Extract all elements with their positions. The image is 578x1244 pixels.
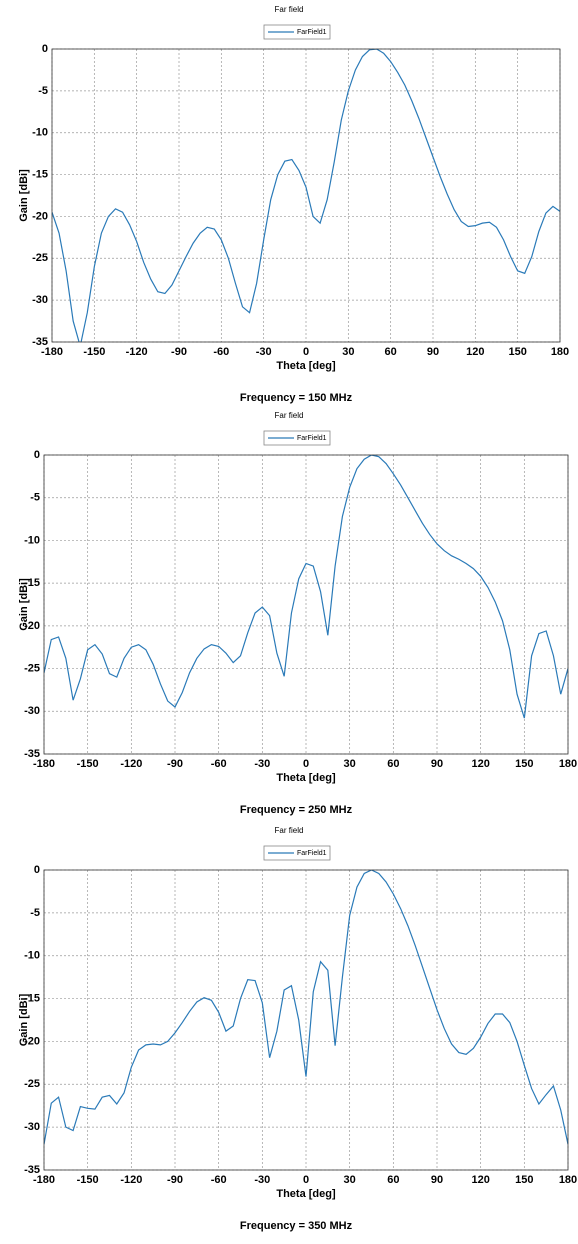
- x-tick-label: -120: [120, 1174, 142, 1186]
- x-tick-label: -150: [83, 346, 105, 358]
- x-tick-label: 90: [431, 1174, 443, 1186]
- x-tick-label: 60: [387, 758, 399, 770]
- x-axis-label: Theta [deg]: [276, 1188, 336, 1200]
- caption: Frequency = 150 MHz: [240, 392, 353, 404]
- y-tick-label: -30: [24, 705, 40, 717]
- y-tick-label: 0: [34, 864, 40, 876]
- x-tick-label: 180: [551, 346, 569, 358]
- x-tick-label: 60: [385, 346, 397, 358]
- x-tick-label: 0: [303, 758, 309, 770]
- y-tick-label: -10: [32, 127, 48, 139]
- chart-title: Far field: [275, 411, 304, 420]
- y-tick-label: -35: [24, 1164, 40, 1176]
- x-tick-label: 30: [344, 1174, 356, 1186]
- x-tick-label: 150: [508, 346, 526, 358]
- x-tick-label: 90: [431, 758, 443, 770]
- x-tick-label: -30: [254, 758, 270, 770]
- y-tick-label: -10: [24, 950, 40, 962]
- x-tick-label: -150: [77, 1174, 99, 1186]
- legend-label: FarField1: [297, 435, 327, 442]
- y-tick-label: -20: [24, 1035, 40, 1047]
- y-tick-label: -25: [32, 252, 48, 264]
- x-tick-label: -60: [211, 1174, 227, 1186]
- y-tick-label: -5: [38, 85, 48, 97]
- x-tick-label: -120: [120, 758, 142, 770]
- y-tick-label: -20: [24, 620, 40, 632]
- y-tick-label: -15: [32, 168, 48, 180]
- x-tick-label: 0: [303, 1174, 309, 1186]
- legend-box: [263, 430, 331, 446]
- chart-title: Far field: [275, 826, 304, 835]
- legend: FarField1: [263, 24, 331, 40]
- legend-label: FarField1: [297, 850, 327, 857]
- x-tick-label: 120: [471, 1174, 489, 1186]
- y-tick-label: -30: [32, 294, 48, 306]
- y-axis-label: Gain [dBi]: [18, 993, 30, 1046]
- x-tick-label: 120: [471, 758, 489, 770]
- series-line: [44, 455, 568, 719]
- x-tick-label: -30: [256, 346, 272, 358]
- y-tick-label: -5: [30, 492, 40, 504]
- x-tick-label: -120: [126, 346, 148, 358]
- x-tick-label: -60: [211, 758, 227, 770]
- plot-frame: [43, 869, 569, 1171]
- x-tick-label: 90: [427, 346, 439, 358]
- x-tick-label: -60: [213, 346, 229, 358]
- x-tick-label: 180: [559, 1174, 577, 1186]
- series-line: [44, 870, 568, 1145]
- x-tick-label: 180: [559, 758, 577, 770]
- y-tick-label: -10: [24, 534, 40, 546]
- legend-label: FarField1: [297, 29, 327, 36]
- y-tick-label: -25: [24, 1078, 40, 1090]
- series-line: [52, 49, 560, 342]
- x-tick-label: 150: [515, 1174, 533, 1186]
- x-tick-label: 150: [515, 758, 533, 770]
- y-tick-label: -35: [32, 336, 48, 348]
- y-tick-label: 0: [34, 449, 40, 461]
- x-axis-label: Theta [deg]: [276, 772, 336, 784]
- plot-frame: [51, 48, 561, 343]
- y-axis-label: Gain [dBi]: [18, 578, 30, 631]
- caption: Frequency = 250 MHz: [240, 804, 353, 816]
- x-tick-label: 30: [342, 346, 354, 358]
- x-tick-label: -180: [33, 1174, 55, 1186]
- x-tick-label: -150: [77, 758, 99, 770]
- x-tick-label: -180: [41, 346, 63, 358]
- y-tick-label: 0: [42, 43, 48, 55]
- x-tick-label: -90: [171, 346, 187, 358]
- x-tick-label: 0: [303, 346, 309, 358]
- y-tick-label: -20: [32, 210, 48, 222]
- x-tick-label: -90: [167, 758, 183, 770]
- y-tick-label: -5: [30, 907, 40, 919]
- legend-box: [263, 845, 331, 861]
- plot-frame: [43, 454, 569, 755]
- chart-title: Far field: [275, 5, 304, 14]
- y-tick-label: -35: [24, 748, 40, 760]
- y-tick-label: -25: [24, 662, 40, 674]
- y-tick-label: -30: [24, 1121, 40, 1133]
- x-tick-label: -90: [167, 1174, 183, 1186]
- y-tick-label: -15: [24, 577, 40, 589]
- x-tick-label: -180: [33, 758, 55, 770]
- legend-box: [263, 24, 331, 40]
- x-axis-label: Theta [deg]: [276, 360, 336, 372]
- y-tick-label: -15: [24, 992, 40, 1004]
- x-tick-label: 60: [387, 1174, 399, 1186]
- caption: Frequency = 350 MHz: [240, 1220, 353, 1232]
- legend: FarField1: [263, 430, 331, 446]
- x-tick-label: 30: [344, 758, 356, 770]
- legend: FarField1: [263, 845, 331, 861]
- x-tick-label: -30: [254, 1174, 270, 1186]
- x-tick-label: 120: [466, 346, 484, 358]
- y-axis-label: Gain [dBi]: [18, 169, 30, 222]
